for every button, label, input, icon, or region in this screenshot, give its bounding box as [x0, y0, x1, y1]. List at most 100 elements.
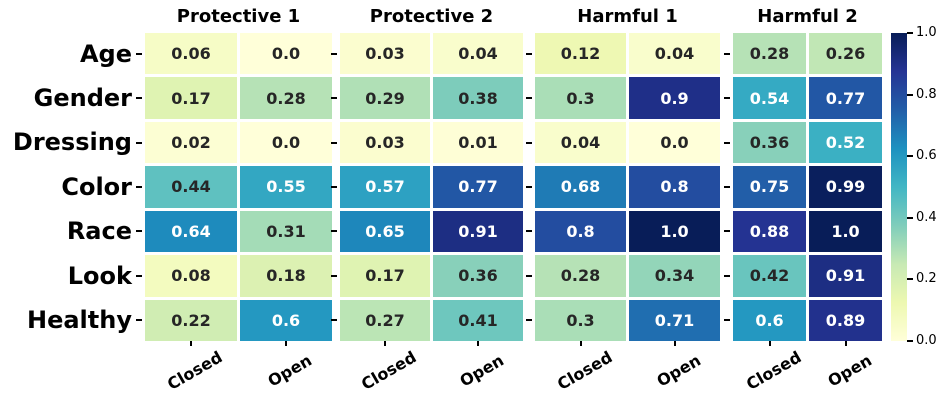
cell-value: 0.42 [749, 266, 790, 286]
y-tick [136, 185, 142, 188]
heatmap-cell: 0.65 [340, 210, 430, 253]
colorbar-tick-label: 0.8 [916, 86, 937, 102]
heatmap-cell: 0.64 [145, 210, 237, 253]
colorbar-tick-label: 0.0 [916, 333, 937, 348]
heatmap-cell: 0.3 [535, 77, 626, 119]
cell-value: 0.41 [458, 310, 498, 330]
heatmap-cell: 0.0 [629, 121, 720, 164]
cell-value: 0.0 [660, 133, 689, 153]
heatmap-cell: 0.54 [733, 77, 806, 119]
y-tick [331, 97, 337, 100]
cell-value: 0.12 [560, 44, 601, 64]
heatmap-cell: 0.36 [433, 255, 523, 297]
heatmap-cell: 0.41 [433, 299, 523, 341]
row-label-look: Look [67, 261, 132, 290]
x-tick [768, 341, 771, 346]
x-tick-label-closed: Closed [742, 347, 804, 394]
y-tick [526, 230, 532, 233]
heatmap-cell: 0.28 [240, 77, 332, 119]
y-tick [724, 97, 730, 100]
cell-value: 0.6 [271, 310, 301, 330]
cell-value: 0.8 [660, 177, 689, 197]
heatmap-cell: 0.91 [433, 210, 523, 253]
heatmap-cell: 0.0 [240, 33, 332, 75]
cell-value: 0.0 [271, 133, 301, 153]
heatmap-cell: 0.71 [629, 299, 720, 341]
panel-title-harmful-1: Harmful 1 [577, 6, 678, 27]
cell-value: 0.17 [365, 266, 405, 286]
y-tick [136, 52, 142, 55]
y-tick [331, 185, 337, 188]
y-tick [136, 274, 142, 277]
heatmap-cell: 0.6 [240, 299, 332, 341]
cell-value: 0.18 [266, 266, 306, 286]
x-tick-label-open: Open [264, 350, 315, 391]
panel-title-harmful-2: Harmful 2 [757, 6, 858, 27]
x-tick [579, 341, 582, 346]
heatmap-cell: 0.17 [340, 255, 430, 297]
x-tick-label-open: Open [456, 350, 507, 391]
cell-value: 0.89 [825, 310, 866, 330]
cell-value: 0.88 [749, 221, 790, 241]
y-tick [724, 319, 730, 322]
heatmap-cell: 0.29 [340, 77, 430, 119]
heatmap-cell: 0.38 [433, 77, 523, 119]
heatmap-cell: 0.27 [340, 299, 430, 341]
y-tick [136, 230, 142, 233]
heatmap-cell: 0.04 [629, 33, 720, 75]
heatmap-cell: 0.28 [733, 33, 806, 75]
y-tick [331, 52, 337, 55]
heatmap-panel-protective-2: 0.03 0.04 0.29 0.38 0.03 0.01 0.57 0.77 0.65 0.91… [340, 33, 523, 341]
heatmap-cell: 0.9 [629, 77, 720, 119]
x-tick [190, 341, 192, 346]
y-tick [724, 141, 730, 144]
colorbar-tick-label: 0.6 [916, 148, 937, 164]
heatmap-cell: 0.99 [809, 166, 882, 208]
cell-value: 0.22 [171, 310, 211, 330]
cell-value: 0.99 [825, 177, 866, 197]
colorbar [891, 33, 907, 341]
heatmap-cell: 0.03 [340, 33, 430, 75]
y-tick [724, 52, 730, 55]
cell-value: 0.04 [560, 133, 601, 153]
cell-value: 0.77 [825, 88, 866, 108]
cell-value: 0.38 [458, 88, 498, 108]
y-tick [136, 141, 142, 144]
cell-value: 0.54 [749, 88, 790, 108]
cell-value: 0.03 [365, 44, 405, 64]
x-tick [285, 341, 287, 346]
panel-title-protective-2: Protective 2 [369, 6, 494, 27]
heatmap-cell: 0.12 [535, 33, 626, 75]
cell-value: 0.29 [365, 88, 405, 108]
y-tick [526, 97, 532, 100]
heatmap-cell: 0.01 [433, 121, 523, 164]
cell-value: 0.65 [365, 221, 405, 241]
heatmap-cell: 0.57 [340, 166, 430, 208]
heatmap-cell: 0.03 [340, 121, 430, 164]
row-label-gender: Gender [33, 83, 132, 112]
y-tick [136, 97, 142, 100]
cell-value: 0.6 [755, 310, 784, 330]
cell-value: 0.08 [171, 266, 211, 286]
cell-value: 0.04 [654, 44, 695, 64]
heatmap-cell: 0.68 [535, 166, 626, 208]
cell-value: 0.01 [458, 133, 498, 153]
panel-title-protective-1: Protective 1 [176, 6, 301, 27]
y-tick [526, 52, 532, 55]
cell-value: 0.27 [365, 310, 405, 330]
colorbar-tick-label: 0.4 [916, 209, 937, 225]
y-tick [526, 141, 532, 144]
heatmap-cell: 0.42 [733, 255, 806, 297]
colorbar-tick-label: 0.2 [916, 271, 937, 287]
colorbar-tick [907, 155, 913, 158]
x-tick [844, 341, 847, 346]
colorbar-tick [907, 340, 913, 342]
cell-value: 0.03 [365, 133, 405, 153]
row-label-race: Race [66, 217, 132, 246]
y-tick [526, 274, 532, 277]
cell-value: 0.3 [566, 88, 595, 108]
heatmap-cell: 0.18 [240, 255, 332, 297]
heatmap-cell: 0.08 [145, 255, 237, 297]
heatmap-cell: 0.3 [535, 299, 626, 341]
